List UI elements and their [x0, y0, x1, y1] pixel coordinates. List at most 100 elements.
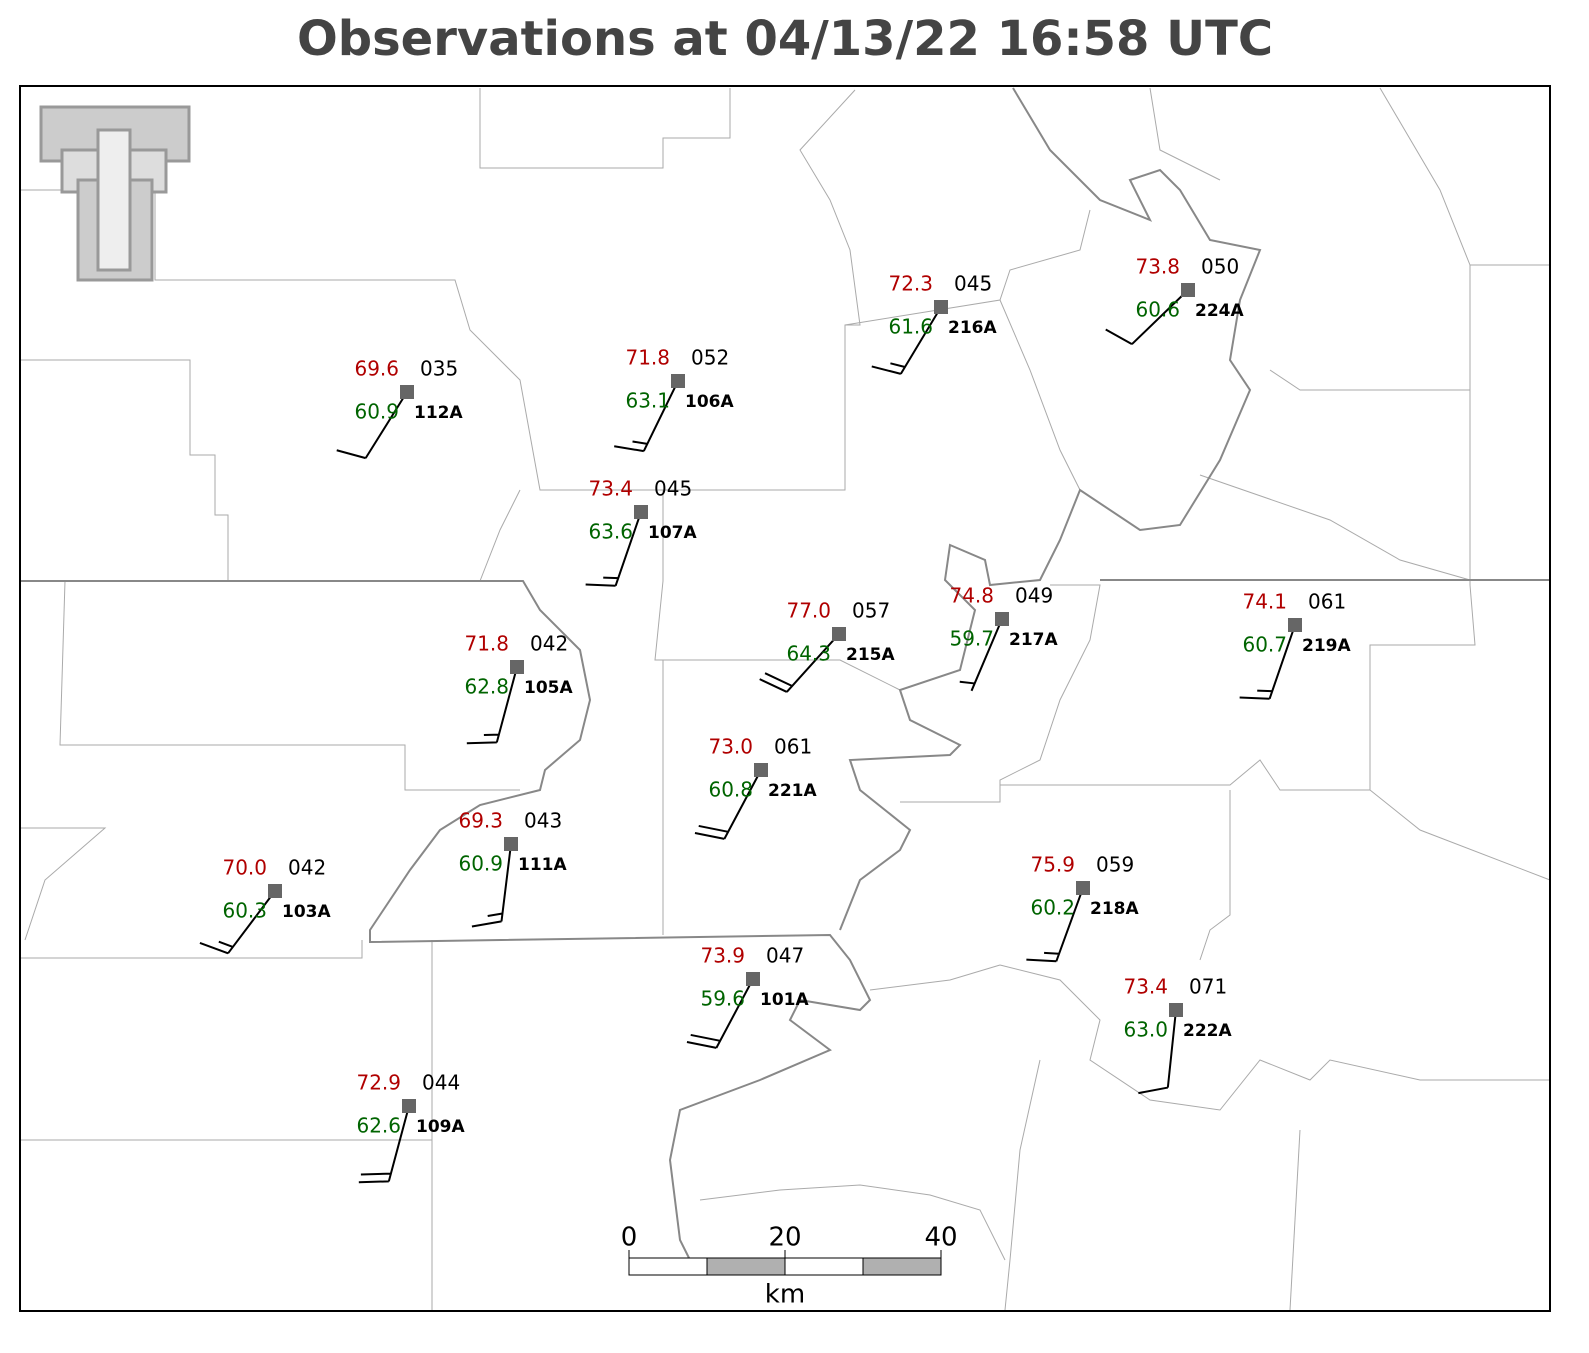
- temperature: 75.9: [1030, 853, 1075, 877]
- temperature: 71.8: [464, 632, 509, 656]
- pressure: 057: [852, 599, 890, 623]
- wind-barb: [759, 633, 840, 693]
- dewpoint: 61.6: [888, 315, 933, 339]
- wind-barb: [336, 391, 408, 460]
- pressure: 044: [422, 1071, 460, 1095]
- station-id: 218A: [1090, 899, 1139, 919]
- temperature: 74.1: [1242, 590, 1287, 614]
- logo: [39, 105, 191, 282]
- dewpoint: 62.8: [464, 675, 509, 699]
- temperature: 73.0: [708, 735, 753, 759]
- wind-barb: [1138, 1009, 1177, 1095]
- dewpoint: 64.3: [786, 642, 831, 666]
- station-marker: [634, 505, 648, 519]
- station-id: 107A: [648, 523, 697, 543]
- scale-tick-label: 0: [621, 1223, 638, 1253]
- station-marker: [832, 627, 846, 641]
- temperature: 73.4: [1123, 975, 1168, 999]
- dewpoint: 60.7: [1242, 633, 1287, 657]
- temperature: 69.6: [354, 357, 399, 381]
- station-id: 111A: [518, 855, 567, 875]
- temperature: 72.3: [888, 272, 933, 296]
- scale-bar: 0 20 40 km: [621, 1223, 958, 1310]
- station-id: 101A: [760, 990, 809, 1010]
- wind-barb: [1026, 887, 1084, 963]
- dewpoint: 63.0: [1123, 1018, 1168, 1042]
- wind-barb: [466, 666, 518, 745]
- temperature: 70.0: [222, 856, 267, 880]
- stations: 69.6 035 60.9 112A 71.8 052 63.1 106A 73.4 045 63.…: [199, 255, 1351, 1184]
- scale-segment: [862, 1257, 942, 1276]
- pressure: 071: [1189, 975, 1227, 999]
- wind-barb: [471, 843, 512, 928]
- temperature: 73.4: [588, 477, 633, 501]
- temperature: 77.0: [786, 599, 831, 623]
- dewpoint: 63.1: [625, 389, 670, 413]
- pressure: 061: [774, 735, 812, 759]
- dewpoint: 59.7: [949, 627, 994, 651]
- pressure: 045: [954, 272, 992, 296]
- station-marker: [402, 1099, 416, 1113]
- wind-barb: [686, 978, 754, 1049]
- station-id: 215A: [846, 645, 895, 665]
- station-marker: [746, 972, 760, 986]
- station-id: 222A: [1183, 1021, 1232, 1041]
- station-id: 106A: [685, 392, 734, 412]
- scale-segment: [784, 1257, 864, 1276]
- wind-barb: [1239, 624, 1296, 700]
- pressure: 035: [420, 357, 458, 381]
- wind-barb: [1105, 289, 1189, 346]
- pressure: 061: [1308, 590, 1346, 614]
- boundaries: [20, 87, 1551, 1311]
- station-id: 112A: [414, 403, 463, 423]
- title: Observations at 04/13/22 16:58 UTC: [297, 11, 1273, 67]
- dewpoint: 63.6: [588, 520, 633, 544]
- station-marker: [1169, 1003, 1183, 1017]
- temperature: 73.8: [1135, 255, 1180, 279]
- pressure: 050: [1201, 255, 1239, 279]
- station-id: 109A: [416, 1117, 465, 1137]
- station-marker: [400, 385, 414, 399]
- temperature: 72.9: [356, 1071, 401, 1095]
- station-marker: [1181, 283, 1195, 297]
- temperature: 74.8: [949, 584, 994, 608]
- station-id: 217A: [1009, 630, 1058, 650]
- scale-segment: [706, 1257, 786, 1276]
- wind-barb: [585, 511, 642, 587]
- wind-barb: [871, 306, 942, 375]
- dewpoint: 59.6: [700, 987, 745, 1011]
- station-id: 105A: [524, 678, 573, 698]
- station-marker: [1076, 881, 1090, 895]
- pressure: 042: [530, 632, 568, 656]
- pressure: 045: [654, 477, 692, 501]
- temperature: 69.3: [458, 809, 503, 833]
- station-marker: [510, 660, 524, 674]
- station-marker: [1288, 618, 1302, 632]
- scale-unit: km: [765, 1280, 805, 1310]
- pressure: 047: [766, 944, 804, 968]
- dewpoint: 62.6: [356, 1114, 401, 1138]
- dewpoint: 60.9: [458, 852, 503, 876]
- station-marker: [995, 612, 1009, 626]
- station-marker: [934, 300, 948, 314]
- dewpoint: 60.9: [354, 400, 399, 424]
- dewpoint: 60.3: [222, 899, 267, 923]
- scale-tick-label: 40: [924, 1223, 957, 1253]
- station-marker: [268, 884, 282, 898]
- pressure: 049: [1015, 584, 1053, 608]
- station-id: 219A: [1302, 636, 1351, 656]
- station-id: 221A: [768, 781, 817, 801]
- pressure: 059: [1096, 853, 1134, 877]
- wind-barb: [358, 1105, 410, 1184]
- station-id: 216A: [948, 318, 997, 338]
- station-id: 224A: [1195, 301, 1244, 321]
- wind-barb: [614, 380, 679, 453]
- pressure: 042: [288, 856, 326, 880]
- pressure: 043: [524, 809, 562, 833]
- station-marker: [754, 763, 768, 777]
- wind-barb: [199, 890, 276, 955]
- station-marker: [504, 837, 518, 851]
- pressure: 052: [691, 346, 729, 370]
- station-id: 103A: [282, 902, 331, 922]
